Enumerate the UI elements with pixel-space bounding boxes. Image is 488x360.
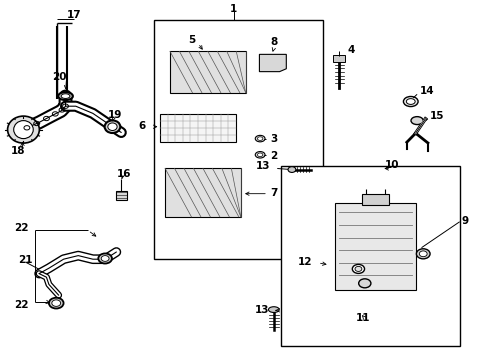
Ellipse shape [410,117,423,125]
Ellipse shape [98,253,112,264]
Text: 6: 6 [138,121,145,131]
Ellipse shape [101,256,109,261]
Ellipse shape [257,153,263,157]
Bar [116,191,127,200]
Text: 2: 2 [270,150,277,161]
Ellipse shape [8,116,39,143]
Text: 15: 15 [428,111,443,121]
Ellipse shape [108,123,117,131]
Ellipse shape [419,251,427,257]
Text: 16: 16 [117,168,131,179]
Ellipse shape [406,99,414,104]
Ellipse shape [255,152,264,158]
Ellipse shape [354,266,361,271]
Ellipse shape [287,167,295,172]
Text: 17: 17 [67,10,81,20]
Text: 20: 20 [52,72,67,82]
Ellipse shape [14,121,33,139]
Text: 22: 22 [14,300,28,310]
Bar [334,203,415,290]
Bar [154,20,322,259]
Ellipse shape [403,96,417,107]
Bar [170,51,245,93]
Bar [160,114,236,142]
Ellipse shape [255,135,264,142]
Text: 8: 8 [270,37,277,48]
Text: 22: 22 [14,223,28,233]
Text: 5: 5 [188,35,195,45]
Text: 10: 10 [384,159,399,170]
Bar [361,194,388,205]
Text: 19: 19 [108,110,122,120]
Bar [164,168,240,217]
Text: 21: 21 [19,255,33,265]
Text: 13: 13 [254,305,268,315]
Text: 4: 4 [346,45,354,55]
Text: 13: 13 [255,161,270,171]
Ellipse shape [52,300,61,306]
Text: 12: 12 [297,257,311,267]
FancyBboxPatch shape [333,55,345,62]
Text: 14: 14 [419,86,433,96]
Ellipse shape [58,92,73,100]
Text: 7: 7 [269,188,277,198]
Ellipse shape [358,279,370,288]
Ellipse shape [268,307,279,312]
Ellipse shape [351,265,364,274]
Polygon shape [259,54,286,72]
Text: 3: 3 [270,134,277,144]
Ellipse shape [416,249,429,259]
Text: 1: 1 [230,4,237,14]
Bar [281,166,459,346]
Text: 11: 11 [355,313,369,323]
Ellipse shape [61,94,70,99]
Text: 9: 9 [461,216,468,226]
Ellipse shape [257,137,263,140]
Ellipse shape [49,298,63,309]
Text: 18: 18 [10,146,25,156]
Ellipse shape [104,120,120,133]
